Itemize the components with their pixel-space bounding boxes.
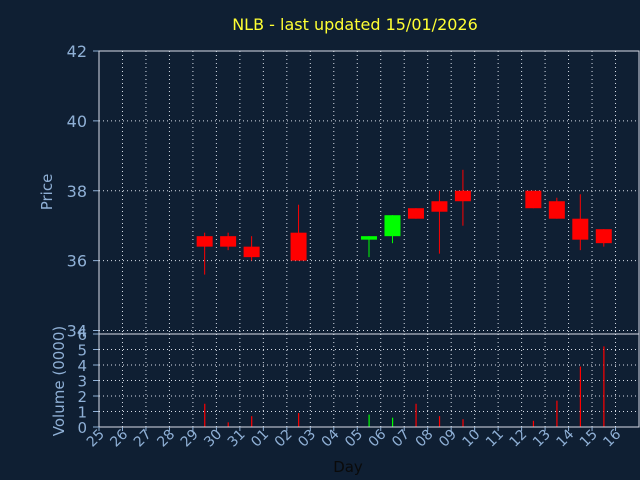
x-axis-ticks: 25 26 27 28 29 30 31 01 02 03 04 05 06 07 08 09 10 11 12 13… [84, 426, 624, 450]
candle [384, 215, 401, 244]
x-tick-label: 08 [413, 427, 437, 451]
x-tick-label: 02 [272, 427, 296, 451]
volume-bar [251, 416, 253, 427]
x-tick-label: 05 [342, 427, 366, 451]
x-tick-label: 15 [577, 427, 601, 451]
candle-body [290, 232, 307, 261]
candle-body [361, 236, 377, 240]
candle-body [525, 190, 542, 209]
price-y-ticks: 42 40 38 36 34 [67, 42, 99, 341]
x-tick-label: 30 [201, 427, 225, 451]
candle-body [384, 215, 401, 237]
price-tick-label: 38 [67, 182, 87, 201]
candle-body [454, 190, 471, 202]
candle [595, 229, 612, 247]
candle-body [196, 236, 213, 247]
volume-tick-label: 3 [77, 373, 87, 391]
volume-tick-label: 5 [77, 342, 87, 360]
candle-body [572, 218, 589, 240]
x-tick-label: 28 [154, 427, 178, 451]
x-tick-label: 10 [460, 427, 484, 451]
volume-bar [438, 416, 441, 427]
chart-title: NLB - last updated 15/01/2026 [232, 15, 478, 34]
volume-bar [368, 414, 370, 427]
volume-bar [227, 422, 229, 427]
price-panel: 42 40 38 36 34 [67, 42, 640, 341]
price-tick-label: 34 [67, 322, 87, 341]
volume-bar [298, 413, 300, 427]
x-tick-label: 25 [84, 427, 108, 451]
volume-bars [204, 346, 605, 427]
x-tick-label: 14 [553, 426, 577, 450]
candle [196, 232, 213, 275]
volume-bar [603, 346, 605, 427]
candle [220, 232, 237, 251]
x-tick-label: 26 [107, 426, 131, 450]
volume-bar [391, 417, 394, 427]
volume-plot-frame [98, 333, 640, 428]
price-tick-label: 42 [67, 42, 87, 61]
volume-tick-label: 0 [77, 419, 87, 437]
price-grid [99, 50, 639, 334]
candle [290, 204, 307, 261]
x-tick-label: 09 [436, 427, 460, 451]
volume-axis-title: Volume (0000) [50, 326, 68, 436]
candle-body [548, 201, 565, 219]
x-tick-label: 12 [507, 427, 531, 451]
price-tick-label: 40 [67, 112, 87, 131]
price-plot-frame [98, 50, 640, 335]
volume-tick-label: 1 [77, 404, 87, 422]
candle [243, 236, 260, 261]
x-tick-label: 07 [389, 427, 413, 451]
x-tick-label: 01 [248, 427, 272, 451]
candle-body [243, 246, 260, 258]
candle [361, 236, 377, 258]
volume-tick-label: 4 [77, 357, 87, 375]
x-tick-label: 03 [295, 427, 319, 451]
x-tick-label: 13 [530, 427, 554, 451]
candle-body [220, 236, 237, 247]
x-tick-label: 27 [131, 427, 155, 451]
volume-bar [462, 419, 464, 427]
candle [454, 169, 471, 226]
candle [548, 197, 565, 219]
candle [525, 190, 542, 209]
volume-bar [579, 366, 582, 427]
candle-body [431, 201, 448, 212]
candle [431, 190, 448, 254]
x-tick-label: 11 [483, 427, 507, 451]
candle [407, 208, 424, 219]
price-tick-label: 36 [67, 252, 87, 271]
volume-tick-label: 6 [77, 326, 87, 344]
volume-grid [99, 334, 639, 427]
x-tick-label: 04 [319, 426, 343, 450]
volume-bar [204, 403, 206, 427]
x-tick-label: 16 [600, 426, 624, 450]
candles [196, 169, 612, 275]
candle [572, 194, 589, 251]
price-axis-title: Price [38, 174, 56, 211]
x-axis-title: Day [333, 458, 363, 476]
volume-bar [532, 420, 535, 427]
x-tick-label: 29 [178, 427, 202, 451]
candle-body [407, 208, 424, 219]
volume-tick-label: 2 [77, 388, 87, 406]
candle-body [595, 229, 612, 244]
volume-bar [415, 403, 417, 427]
x-tick-label: 31 [225, 427, 249, 451]
x-tick-label: 06 [366, 426, 390, 450]
volume-bar [556, 400, 558, 427]
